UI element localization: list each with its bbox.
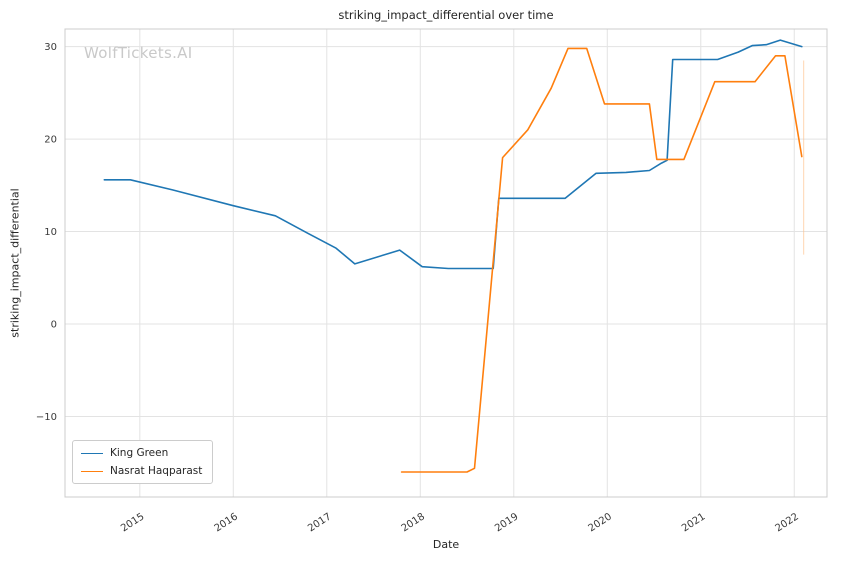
x-tick-label: 2018 xyxy=(400,511,427,534)
x-tick-label: 2017 xyxy=(306,511,333,534)
legend: King Green Nasrat Haqparast xyxy=(72,440,214,484)
x-axis-label: Date xyxy=(432,538,460,551)
series-line-king-green xyxy=(103,39,803,270)
x-tick-label: 2021 xyxy=(680,511,707,534)
watermark: WolfTickets.AI xyxy=(84,44,193,62)
x-tick-label: 2019 xyxy=(493,511,520,534)
y-tick-label: 10 xyxy=(44,227,57,238)
y-tick-label: 30 xyxy=(44,42,57,53)
plot-border xyxy=(64,28,828,498)
legend-label-king-green: King Green xyxy=(110,447,169,459)
legend-swatch-king-green xyxy=(81,452,103,454)
chart-title: striking_impact_differential over time xyxy=(338,8,554,22)
x-tick-label: 2016 xyxy=(213,511,240,534)
legend-item-nasrat-haqparast: Nasrat Haqparast xyxy=(81,465,202,477)
y-tick-label: 20 xyxy=(44,135,57,146)
series-line-nasrat-haqparast xyxy=(400,47,803,473)
y-axis-label: striking_impact_differential xyxy=(8,188,22,338)
y-tick-label: −10 xyxy=(36,412,57,423)
legend-swatch-nasrat-haqparast xyxy=(81,470,103,472)
legend-label-nasrat-haqparast: Nasrat Haqparast xyxy=(110,465,203,477)
x-tick-label: 2022 xyxy=(774,511,801,534)
legend-item-king-green: King Green xyxy=(81,447,202,459)
x-tick-label: 2020 xyxy=(587,511,614,534)
x-tick-label: 2015 xyxy=(119,511,146,534)
y-tick-label: 0 xyxy=(51,320,57,331)
